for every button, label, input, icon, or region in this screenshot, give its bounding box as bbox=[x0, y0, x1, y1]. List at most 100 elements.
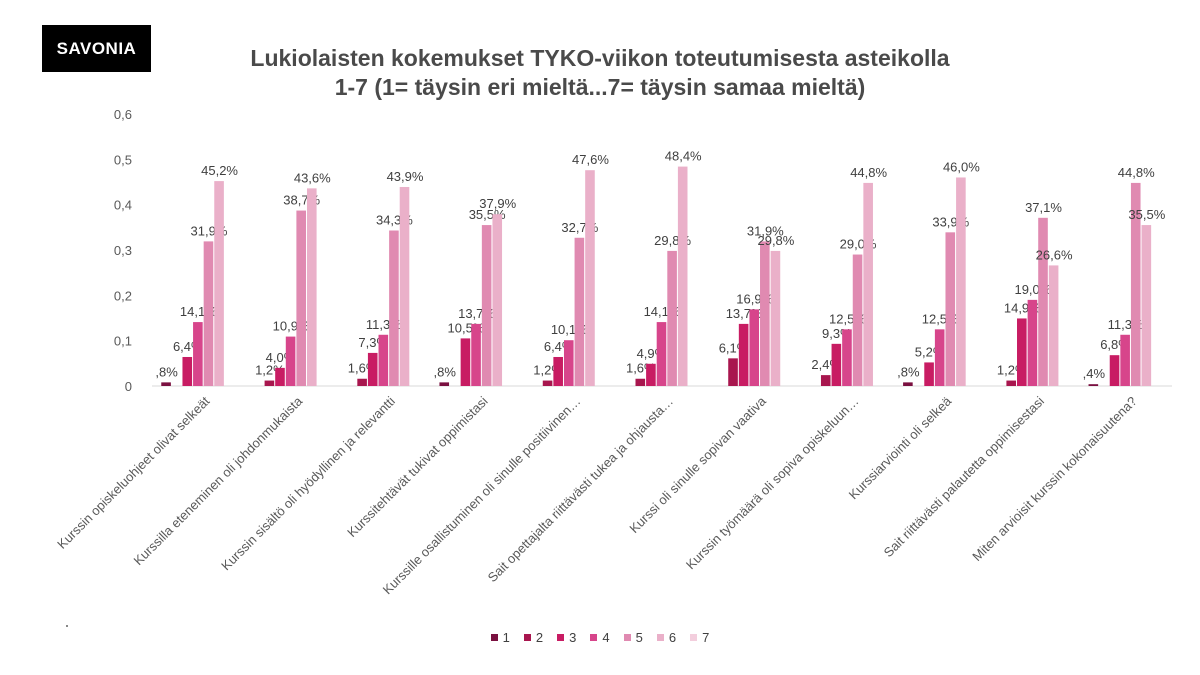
bar-series-6 bbox=[770, 250, 781, 386]
y-tick-label: 0,1 bbox=[114, 334, 132, 349]
data-label: 29,8% bbox=[757, 233, 794, 248]
legend-swatch bbox=[656, 634, 664, 641]
bar-series-6 bbox=[863, 182, 873, 386]
bar-series-6 bbox=[1048, 265, 1059, 386]
bar-series-3 bbox=[553, 356, 563, 386]
category-label: Kurssilla eteneminen oli johdonmukaista bbox=[131, 393, 306, 568]
bar-series-4 bbox=[193, 322, 203, 386]
bar-series-4 bbox=[471, 323, 481, 386]
legend-label: 6 bbox=[668, 630, 677, 645]
data-label: 45,2% bbox=[201, 163, 238, 178]
bar-series-4 bbox=[1027, 299, 1038, 386]
bar-series-2 bbox=[635, 378, 646, 386]
legend-item: 3 bbox=[557, 630, 576, 645]
data-label: 44,8% bbox=[1118, 165, 1155, 180]
legend-label: 3 bbox=[569, 630, 577, 645]
bar-series-1 bbox=[161, 382, 171, 386]
data-label: ,8% bbox=[897, 364, 920, 379]
savonia-logo: SAVONIA bbox=[42, 25, 151, 72]
legend-item: 4 bbox=[590, 630, 610, 645]
data-label: 37,9% bbox=[479, 196, 516, 211]
data-label: 43,9% bbox=[387, 169, 424, 184]
bar-series-6 bbox=[492, 214, 503, 386]
legend-item: 5 bbox=[623, 630, 643, 645]
y-tick-label: 0,3 bbox=[114, 243, 132, 258]
bar-series-1 bbox=[439, 382, 450, 386]
bar-series-3 bbox=[924, 362, 934, 386]
category-label: Sait opettajalta riittävästi tukea ja oh… bbox=[485, 394, 676, 585]
y-tick-label: 0,5 bbox=[114, 152, 132, 167]
category-label: Sait riittävästi palautetta oppimisestas… bbox=[881, 393, 1048, 560]
bar-series-4 bbox=[563, 340, 574, 386]
chart-title: Lukiolaisten kokemukset TYKO-viikon tote… bbox=[150, 44, 1050, 102]
legend-label: 2 bbox=[535, 630, 544, 645]
bar-series-4 bbox=[934, 329, 945, 386]
legend-swatch bbox=[590, 634, 598, 641]
legend-item: 7 bbox=[690, 630, 709, 645]
bar-series-5 bbox=[203, 241, 214, 386]
legend-item: 2 bbox=[523, 630, 544, 645]
bar-series-6 bbox=[1141, 225, 1152, 386]
legend-swatch bbox=[523, 634, 531, 641]
bar-series-4 bbox=[285, 336, 296, 386]
bar-series-6 bbox=[399, 186, 410, 386]
legend-label: 5 bbox=[635, 630, 643, 645]
chart-title-line2: 1-7 (1= täysin eri mieltä...7= täysin sa… bbox=[334, 74, 866, 100]
category-label: Kurssin opiskeluohjeet olivat selkeät bbox=[54, 393, 213, 552]
bar-series-5 bbox=[1038, 217, 1048, 386]
bar-series-5 bbox=[667, 250, 677, 386]
bar-series-6 bbox=[585, 170, 595, 386]
data-label: 26,6% bbox=[1036, 247, 1073, 262]
legend-swatch bbox=[623, 634, 631, 641]
data-label: ,8% bbox=[434, 364, 457, 379]
bar-series-3 bbox=[275, 367, 285, 386]
legend-swatch bbox=[690, 634, 698, 641]
legend-label: 1 bbox=[502, 630, 510, 645]
y-tick-label: 0,4 bbox=[114, 198, 132, 213]
bar-series-5 bbox=[574, 237, 585, 386]
bar-series-2 bbox=[264, 380, 275, 386]
stray-dot bbox=[66, 625, 68, 627]
bar-series-6 bbox=[214, 181, 224, 386]
bar-series-6 bbox=[677, 166, 688, 386]
chart-legend: 1 2 3 4 5 6 7 bbox=[0, 630, 1200, 645]
bar-series-2 bbox=[1006, 380, 1017, 386]
data-label: 35,5% bbox=[1128, 207, 1165, 222]
legend-swatch bbox=[490, 634, 498, 641]
data-label: ,8% bbox=[155, 364, 178, 379]
bar-series-2 bbox=[542, 380, 553, 386]
data-label: ,4% bbox=[1083, 366, 1106, 381]
bar-series-2 bbox=[728, 358, 738, 386]
bar-series-4 bbox=[656, 322, 667, 386]
data-label: 37,1% bbox=[1025, 200, 1062, 215]
bar-series-3 bbox=[646, 363, 656, 386]
data-label: 46,0% bbox=[943, 159, 980, 174]
y-tick-label: 0,6 bbox=[114, 107, 132, 122]
category-label: Kurssin työmäärä oli sopiva opiskeluun… bbox=[683, 394, 862, 573]
y-tick-label: 0,2 bbox=[114, 288, 132, 303]
legend-item: 1 bbox=[490, 630, 510, 645]
category-label: Kurssille osallistuminen oli sinulle pos… bbox=[380, 394, 584, 598]
chart-title-line1: Lukiolaisten kokemukset TYKO-viikon tote… bbox=[250, 45, 950, 71]
bar-series-3 bbox=[182, 356, 193, 386]
data-label: 31,9% bbox=[747, 223, 784, 238]
y-tick-label: 0 bbox=[125, 379, 132, 394]
bar-series-5 bbox=[481, 225, 492, 386]
category-label: Kurssiarviointi oli selkeä bbox=[846, 393, 955, 502]
bar-series-5 bbox=[852, 254, 863, 386]
bar-series-4 bbox=[378, 334, 389, 386]
data-label: 43,6% bbox=[294, 170, 331, 185]
bar-series-6 bbox=[306, 188, 317, 386]
legend-item: 6 bbox=[656, 630, 677, 645]
legend-swatch bbox=[557, 634, 565, 641]
category-label: Miten arvioisit kurssin kokonaisuutena? bbox=[969, 394, 1140, 565]
bar-series-3 bbox=[460, 338, 471, 386]
bar-series-3 bbox=[738, 323, 749, 386]
bar-series-3 bbox=[831, 343, 842, 386]
bar-series-1 bbox=[1088, 384, 1099, 386]
bar-series-2 bbox=[820, 375, 831, 386]
bar-series-5 bbox=[389, 230, 399, 386]
bar-series-4 bbox=[749, 309, 760, 386]
bar-series-6 bbox=[956, 177, 966, 386]
